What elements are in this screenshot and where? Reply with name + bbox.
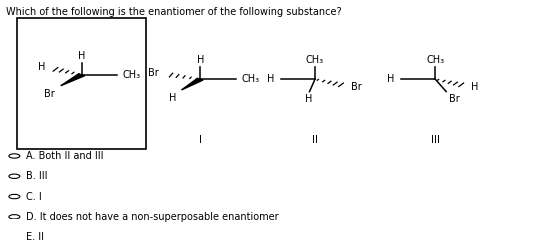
Text: CH₃: CH₃ <box>241 74 259 84</box>
Text: CH₃: CH₃ <box>426 55 444 65</box>
Text: H: H <box>78 51 85 61</box>
Text: Br: Br <box>44 89 55 99</box>
Text: D. It does not have a non-superposable enantiomer: D. It does not have a non-superposable e… <box>26 212 279 222</box>
Bar <box>17 18 146 149</box>
Text: C. I: C. I <box>26 192 42 202</box>
Text: H: H <box>197 55 204 65</box>
Text: Br: Br <box>448 94 459 104</box>
Text: H: H <box>387 74 394 84</box>
Text: CH₃: CH₃ <box>123 70 141 80</box>
Text: II: II <box>312 135 318 145</box>
Text: Br: Br <box>351 82 361 92</box>
Polygon shape <box>181 78 203 90</box>
Text: Which of the following is the enantiomer of the following substance?: Which of the following is the enantiomer… <box>6 7 342 17</box>
Polygon shape <box>61 74 84 86</box>
Text: H: H <box>169 93 176 103</box>
Text: E. II: E. II <box>26 232 44 240</box>
Text: III: III <box>431 135 439 145</box>
Text: H: H <box>38 62 46 72</box>
Text: CH₃: CH₃ <box>306 55 324 65</box>
Text: B. III: B. III <box>26 171 48 181</box>
Text: I: I <box>199 135 202 145</box>
Text: H: H <box>471 82 478 92</box>
Text: Br: Br <box>149 68 159 78</box>
Text: H: H <box>305 94 312 104</box>
Text: H: H <box>267 74 274 84</box>
Text: A. Both II and III: A. Both II and III <box>26 151 104 161</box>
